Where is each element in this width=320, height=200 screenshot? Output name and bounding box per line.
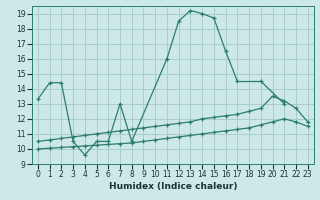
X-axis label: Humidex (Indice chaleur): Humidex (Indice chaleur): [108, 182, 237, 191]
